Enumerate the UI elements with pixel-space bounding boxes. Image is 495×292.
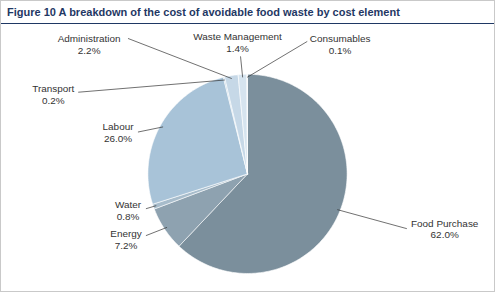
- html-text:Figure 10 A breakdown of the c: Figure 10 A breakdown of the cost of avo…: [7, 6, 400, 18]
- svg-text:Water0.8%: Water0.8%: [115, 199, 142, 222]
- svg-text:Energy7.2%: Energy7.2%: [110, 228, 142, 251]
- svg-text:Waste Management1.4%: Waste Management1.4%: [193, 31, 282, 54]
- svg-text:Labour26.0%: Labour26.0%: [103, 121, 135, 144]
- svg-text:Transport0.2%: Transport0.2%: [32, 83, 74, 106]
- svg-text:Food Purchase62.0%: Food Purchase62.0%: [411, 218, 479, 241]
- svg-text:Consumables0.1%: Consumables0.1%: [310, 33, 371, 56]
- svg-text:Administration2.2%: Administration2.2%: [58, 33, 121, 56]
